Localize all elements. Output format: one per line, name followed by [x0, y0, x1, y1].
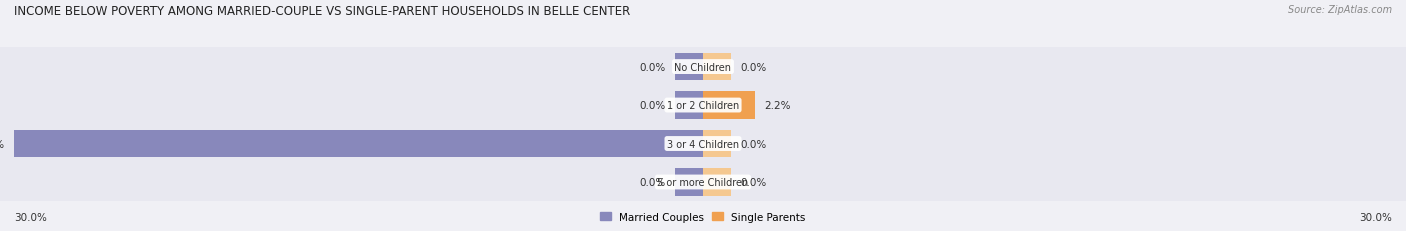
Text: 0.0%: 0.0%	[741, 62, 766, 72]
Bar	[675, 54, 703, 81]
Text: 2.2%: 2.2%	[763, 101, 790, 111]
Text: 30.0%: 30.0%	[14, 213, 46, 222]
Text: 0.0%: 0.0%	[640, 62, 665, 72]
Text: INCOME BELOW POVERTY AMONG MARRIED-COUPLE VS SINGLE-PARENT HOUSEHOLDS IN BELLE C: INCOME BELOW POVERTY AMONG MARRIED-COUPL…	[14, 5, 630, 18]
Text: 0.0%: 0.0%	[741, 177, 766, 187]
Text: 3 or 4 Children: 3 or 4 Children	[666, 139, 740, 149]
Text: 0.0%: 0.0%	[640, 101, 665, 111]
Bar	[0, 125, 1406, 163]
Text: 0.0%: 0.0%	[640, 177, 665, 187]
Text: Source: ZipAtlas.com: Source: ZipAtlas.com	[1288, 5, 1392, 15]
Bar	[703, 168, 731, 196]
Text: 30.0%: 30.0%	[1360, 213, 1392, 222]
Bar	[0, 86, 1406, 125]
Bar	[675, 92, 703, 119]
Text: 0.0%: 0.0%	[741, 139, 766, 149]
Bar	[0, 48, 1406, 86]
Text: 29.4%: 29.4%	[0, 139, 4, 149]
Text: No Children: No Children	[675, 62, 731, 72]
Bar	[0, 163, 1406, 201]
Bar	[703, 92, 755, 119]
Legend: Married Couples, Single Parents: Married Couples, Single Parents	[596, 208, 810, 226]
Text: 1 or 2 Children: 1 or 2 Children	[666, 101, 740, 111]
Bar	[703, 130, 731, 158]
Bar	[14, 130, 703, 158]
Bar	[703, 54, 731, 81]
Bar	[675, 168, 703, 196]
Text: 5 or more Children: 5 or more Children	[658, 177, 748, 187]
